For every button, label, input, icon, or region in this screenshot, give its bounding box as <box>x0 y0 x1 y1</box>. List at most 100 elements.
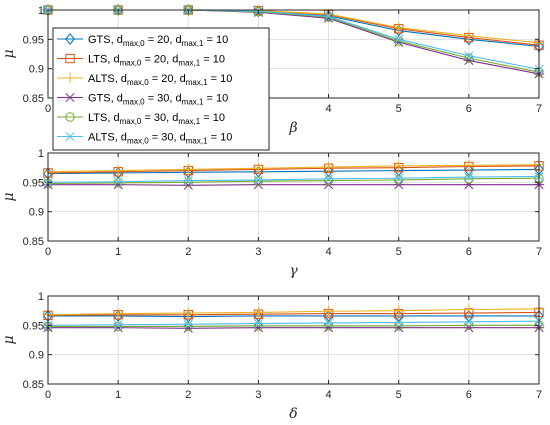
legend-entry-label: LTS, dmax,0 = 20, dmax,1 = 10 <box>88 54 225 68</box>
series-line-6 <box>47 320 540 326</box>
series-line-1 <box>47 168 540 175</box>
x-tick-label: 6 <box>466 389 472 401</box>
legend-marker-circle <box>65 112 75 122</box>
legend-marker-x <box>65 131 75 142</box>
x-axis-label: δ <box>289 406 297 422</box>
y-tick-label: 1 <box>38 291 44 303</box>
legend-text-part: = 20, d <box>149 73 186 85</box>
legend-text-part: = 10 <box>200 54 225 66</box>
data-point-circle <box>464 53 474 63</box>
x-tick-label: 6 <box>466 103 472 115</box>
y-axis-label: μ <box>1 192 17 201</box>
data-point-circle <box>253 176 264 186</box>
data-point-x <box>324 318 334 328</box>
data-point-plus <box>253 163 264 174</box>
legend-subscript: max,1 <box>178 117 200 126</box>
y-tick-label: 0.95 <box>23 177 44 189</box>
data-point-plus <box>112 165 124 176</box>
data-point-plus <box>393 305 404 316</box>
data-point-circle <box>394 36 404 46</box>
legend-subscript: max,0 <box>127 137 149 146</box>
x-tick-label: 7 <box>536 389 542 401</box>
data-point-circle <box>183 177 193 188</box>
x-tick-label: 3 <box>255 246 261 258</box>
data-point-plus <box>253 307 264 318</box>
data-point-x <box>394 173 404 183</box>
data-point-plus <box>463 304 475 315</box>
legend-marker-square <box>65 53 75 64</box>
legend-marker-plus <box>64 72 76 84</box>
data-point-circle <box>113 178 123 188</box>
data-point-plus <box>183 307 194 319</box>
legend-text-part: = 30, d <box>149 132 186 144</box>
x-axis-label: γ <box>289 263 298 279</box>
legend-text-part: = 10 <box>203 34 228 46</box>
legend-text-part: GTS, d <box>88 34 123 46</box>
series-line-3 <box>47 308 540 316</box>
x-tick-label: 4 <box>326 103 332 115</box>
legend-subscript: max,0 <box>123 39 145 48</box>
legend-marker-diamond <box>65 33 75 45</box>
y-tick-label: 0.85 <box>23 379 44 391</box>
legend-marker-asterisk <box>64 92 76 103</box>
y-tick-label: 1 <box>38 5 44 17</box>
data-point-diamond <box>323 309 334 322</box>
legend-subscript: max,0 <box>120 59 142 68</box>
series-line-2 <box>47 311 540 316</box>
legend-text-part: = 30, d <box>141 112 178 124</box>
axes-box <box>47 295 540 385</box>
plot-area <box>48 296 539 384</box>
x-tick-label: 2 <box>185 246 191 258</box>
x-tick-label: 1 <box>115 389 121 401</box>
legend-subscript: max,0 <box>123 98 145 107</box>
data-point-x <box>394 317 404 327</box>
x-tick-label: 0 <box>45 103 51 115</box>
data-point-x <box>464 172 474 182</box>
series-line-5 <box>48 324 539 328</box>
data-point-diamond <box>113 309 123 322</box>
x-tick-label: 1 <box>115 246 121 258</box>
data-point-x <box>464 51 474 61</box>
data-point-circle <box>113 321 123 332</box>
data-point-plus <box>323 306 334 317</box>
data-point-x <box>324 11 334 22</box>
y-tick-label: 0.9 <box>29 207 44 219</box>
data-point-circle <box>323 321 334 331</box>
y-tick-label: 0.9 <box>29 350 44 362</box>
data-point-x <box>464 317 474 327</box>
legend-text-part: ALTS, d <box>88 73 127 85</box>
legend-text-part: = 10 <box>203 93 228 105</box>
legend-subscript: max,1 <box>186 137 208 146</box>
legend-text-part: = 20, d <box>145 34 182 46</box>
data-point-circle <box>323 175 334 186</box>
y-axis-label: μ <box>1 335 17 344</box>
legend-text-part: = 10 <box>200 112 225 124</box>
x-tick-label: 4 <box>326 389 332 401</box>
data-point-circle <box>464 174 474 184</box>
x-axis-label: β <box>288 120 297 136</box>
legend-entry-label: ALTS, dmax,0 = 30, dmax,1 = 10 <box>88 132 232 146</box>
legend-subscript: max,1 <box>182 39 204 48</box>
x-tick-label: 7 <box>536 103 542 115</box>
axes-box <box>47 9 540 99</box>
data-point-x <box>394 34 404 44</box>
y-axis-label: μ <box>1 49 17 58</box>
legend-subscript: max,0 <box>120 117 142 126</box>
series-line-6 <box>47 175 540 183</box>
legend-entry-label: LTS, dmax,0 = 30, dmax,1 = 10 <box>88 112 225 126</box>
series-line-1 <box>48 315 539 318</box>
data-point-plus <box>183 164 194 175</box>
legend-subscript: max,1 <box>182 98 204 107</box>
legend-entry-label: GTS, dmax,0 = 20, dmax,1 = 10 <box>88 34 228 48</box>
data-point-plus <box>393 22 404 33</box>
legend-text-part: = 10 <box>208 73 233 85</box>
series-line-4 <box>48 327 539 329</box>
data-point-x <box>113 320 123 330</box>
data-point-circle <box>253 321 264 331</box>
data-point-diamond <box>464 164 474 177</box>
x-tick-label: 4 <box>326 246 332 258</box>
data-point-plus <box>323 161 334 173</box>
data-point-x <box>183 319 193 329</box>
x-tick-label: 5 <box>396 389 402 401</box>
